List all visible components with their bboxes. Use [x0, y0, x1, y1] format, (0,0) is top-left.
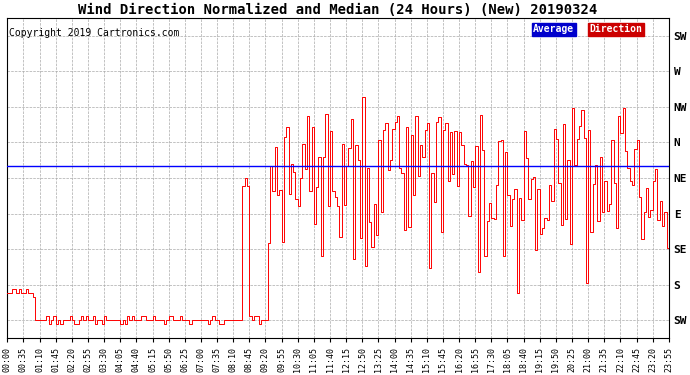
- Text: Direction: Direction: [589, 24, 642, 34]
- Text: Copyright 2019 Cartronics.com: Copyright 2019 Cartronics.com: [8, 27, 179, 38]
- Title: Wind Direction Normalized and Median (24 Hours) (New) 20190324: Wind Direction Normalized and Median (24…: [79, 3, 598, 17]
- Text: Average: Average: [533, 24, 574, 34]
